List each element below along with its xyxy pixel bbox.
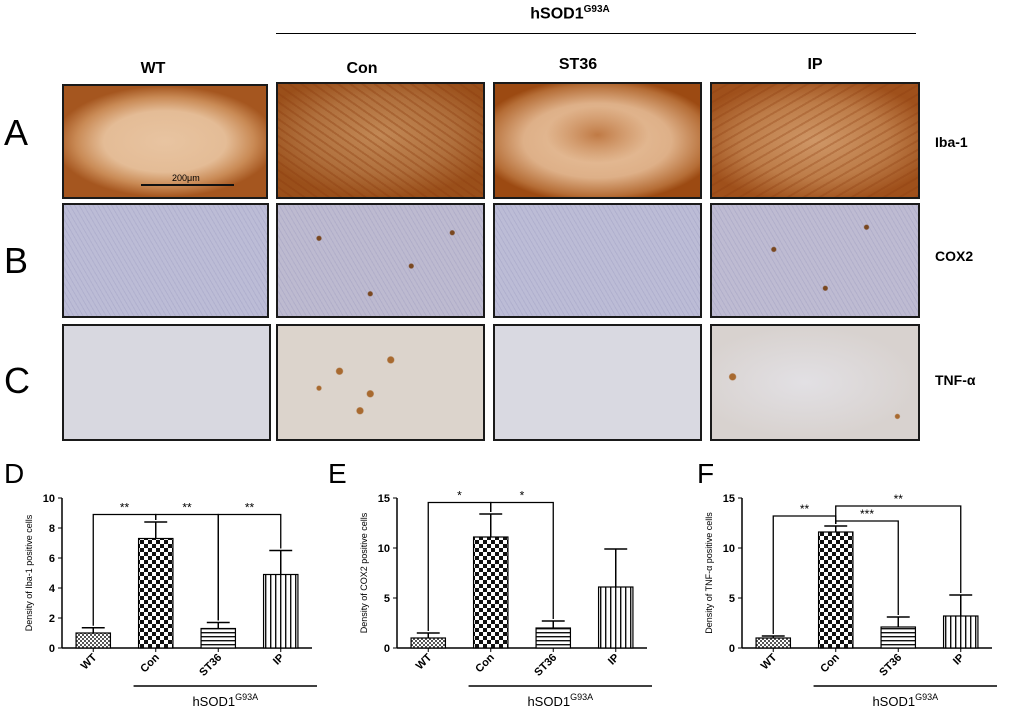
x-tick-label: Con [818,651,842,675]
chart-iba1-density: 0 2 4 6 8 10 Density of Iba-1 positive cells WT… [24,493,317,709]
y-tick-label: 10 [378,543,390,555]
y-tick-label: 0 [729,643,735,655]
x-tick-label: Con [138,651,162,675]
significance-label: ** [894,492,904,506]
micrograph-iba1-st36 [493,82,702,199]
group-label-sup: G93A [570,692,593,702]
bar-ip [942,615,979,649]
y-tick-label: 15 [378,493,390,505]
panel-letter-e: E [328,458,347,489]
group-label-sup: G93A [235,692,258,702]
marker-label-tnf: TNF-α [935,372,976,388]
bar-wt [755,637,792,649]
x-tick-label: WT [759,651,780,672]
row-letter-c: C [4,360,30,401]
significance-bracket [490,501,554,619]
scale-bar-label: 200μm [172,173,200,183]
significance-label: ** [182,501,192,515]
group-label: hSOD1G93A [527,692,593,709]
chart-tnf-density: 0 5 10 15 Density of TNF-α positive cells WT C… [704,492,997,709]
significance-label: ** [800,502,810,516]
micrograph-tnf-st36 [493,324,702,441]
marker-label-iba1: Iba-1 [935,134,968,150]
significance-label: ** [120,501,130,515]
row-letter-b: B [4,240,29,281]
x-tick-label: IP [606,652,622,668]
bar-con [137,537,174,649]
chart-cox2-density: 0 5 10 15 Density of COX2 positive cells WT Co… [359,489,652,709]
group-header-line [276,33,916,34]
bar-st36 [200,627,237,649]
y-tick-label: 0 [384,643,390,655]
x-tick-label: Con [473,651,497,675]
y-tick-label: 10 [723,543,735,555]
y-tick-label: 15 [723,493,735,505]
y-tick-label: 8 [49,523,55,535]
significance-label: ** [245,501,255,515]
col-header-wt: WT [140,60,166,77]
x-tick-label: WT [414,651,435,672]
micrograph-tnf-con [276,324,485,441]
y-tick-label: 6 [49,553,55,565]
y-tick-label: 10 [43,493,55,505]
y-tick-label: 4 [49,583,56,595]
panel-letter-f: F [697,458,715,489]
micrograph-cox2-con [276,203,485,318]
micrograph-cox2-wt [62,203,269,318]
group-label: hSOD1G93A [192,692,258,709]
micrograph-cox2-ip [710,203,920,318]
x-tick-label: ST36 [877,652,904,679]
bar-ip [597,586,634,649]
panel-letter-d: D [4,458,25,489]
bar-con [472,536,509,649]
scale-bar [141,184,234,186]
significance-label: *** [860,507,874,521]
x-tick-label: ST36 [532,652,559,679]
x-tick-label: ST36 [197,652,224,679]
significance-bracket [217,513,282,621]
micrograph-iba1-wt: 200μm [62,84,268,199]
y-axis-label: Density of Iba-1 positive cells [24,514,34,631]
x-tick-label: IP [951,652,967,668]
group-label-sup: G93A [915,692,938,702]
bar-st36 [880,626,917,649]
col-header-st36: ST36 [558,56,598,73]
bar-wt [75,632,112,649]
y-axis-label: Density of COX2 positive cells [359,512,369,633]
bar-ip [262,573,299,649]
micrograph-cox2-st36 [493,203,702,318]
x-tick-label: IP [271,652,287,668]
col-header-ip: IP [807,56,823,73]
group-header: hSOD1G93A [470,4,670,23]
col-header-con: Con [346,60,378,77]
significance-label: * [520,489,525,503]
y-tick-label: 5 [384,593,390,605]
micrograph-tnf-ip [710,324,920,441]
row-letter-a: A [4,112,29,153]
y-tick-label: 0 [49,643,55,655]
y-tick-label: 5 [729,593,735,605]
bar-st36 [535,627,572,649]
y-tick-label: 2 [49,613,55,625]
bar-con [817,531,854,649]
y-axis-label: Density of TNF-α positive cells [704,512,714,634]
group-header-sup: G93A [583,4,610,15]
micrograph-iba1-ip [710,82,920,199]
significance-bracket [835,505,962,593]
group-header-label: hSOD1 [530,5,584,23]
group-label: hSOD1G93A [872,692,938,709]
marker-label-cox2: COX2 [935,248,974,264]
significance-label: * [457,489,462,503]
x-tick-label: WT [79,651,100,672]
micrograph-tnf-wt [62,324,271,441]
bar-wt [410,637,447,649]
micrograph-iba1-con [276,82,485,199]
